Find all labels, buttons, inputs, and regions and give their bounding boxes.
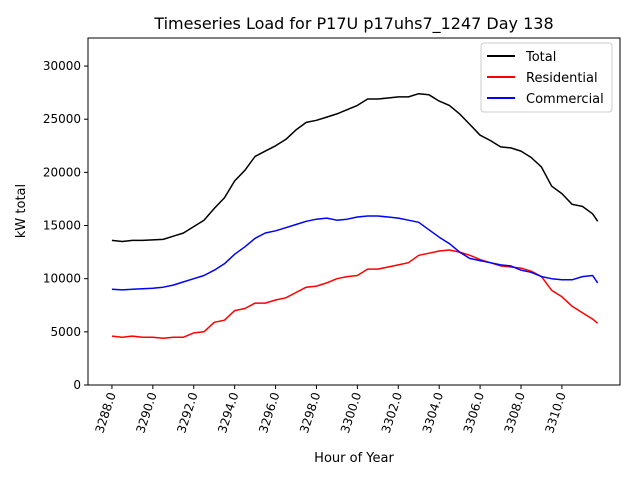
y-tick-label: 15000 xyxy=(43,219,81,233)
y-tick-label: 0 xyxy=(73,378,81,392)
y-tick-label: 25000 xyxy=(43,112,81,126)
plot-frame xyxy=(87,37,621,386)
y-tick-label: 20000 xyxy=(43,165,81,179)
series-line-residential xyxy=(111,249,599,339)
y-tick-label: 30000 xyxy=(43,59,81,73)
chart-title: Timeseries Load for P17U p17uhs7_1247 Da… xyxy=(153,14,553,34)
series-line-total xyxy=(111,92,599,243)
legend-label: Residential xyxy=(526,71,598,86)
series-line-commercial xyxy=(111,215,599,291)
legend-label: Total xyxy=(525,50,556,65)
y-axis: 0 5000 10000 15000 20000 25000 30000 xyxy=(43,59,88,392)
series-layer xyxy=(111,92,599,339)
y-tick-label: 5000 xyxy=(50,325,81,339)
legend-item-residential: Residential xyxy=(487,71,598,86)
legend: Total Residential Commercial xyxy=(480,42,613,113)
legend-item-total: Total xyxy=(487,50,556,65)
y-axis-label: kW total xyxy=(14,184,29,238)
legend-item-commercial: Commercial xyxy=(487,92,604,107)
y-tick-label: 10000 xyxy=(43,272,81,286)
legend-label: Commercial xyxy=(526,92,604,107)
x-axis-label: Hour of Year xyxy=(314,451,394,466)
